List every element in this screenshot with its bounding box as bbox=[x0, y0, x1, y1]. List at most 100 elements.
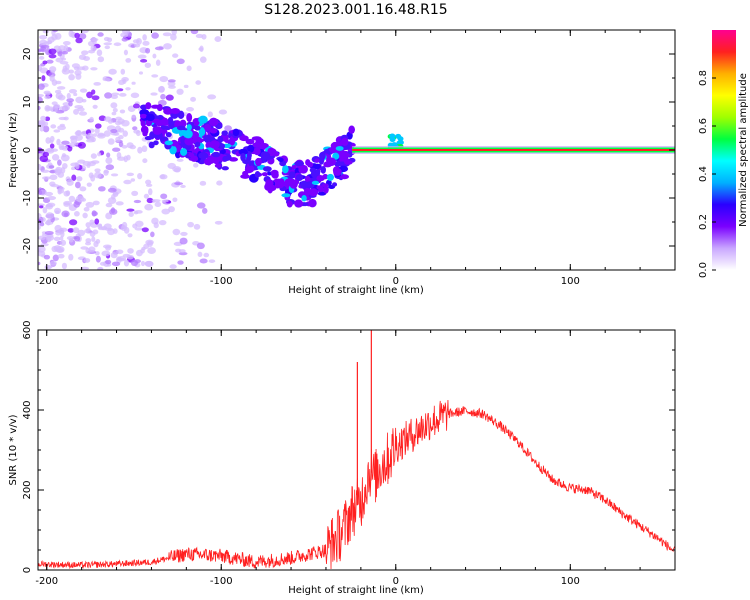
spectrogram-x-tick-label: -100 bbox=[210, 276, 233, 287]
speckle-mark bbox=[90, 160, 100, 164]
trail-mark bbox=[318, 156, 325, 165]
trail-mark bbox=[272, 151, 280, 157]
trail-mark bbox=[180, 135, 186, 145]
speckle-mark bbox=[112, 228, 118, 234]
speckle-mark bbox=[161, 199, 169, 203]
speckle-mark bbox=[201, 207, 208, 214]
speckle-mark bbox=[59, 145, 69, 150]
trail-mark bbox=[140, 113, 147, 119]
speckle-mark bbox=[55, 230, 62, 236]
speckle-mark bbox=[169, 264, 177, 269]
trail-mark bbox=[335, 146, 344, 151]
speckle-mark bbox=[91, 136, 96, 143]
spike-mark bbox=[389, 137, 396, 143]
speckle-mark bbox=[118, 141, 124, 148]
trail-mark bbox=[255, 157, 262, 167]
trail-mark bbox=[209, 140, 220, 149]
speckle-mark bbox=[44, 116, 51, 122]
speckle-mark bbox=[53, 245, 62, 252]
speckle-mark bbox=[160, 193, 168, 200]
colorbar-tick-label: 0.2 bbox=[698, 214, 709, 230]
speckle-mark bbox=[105, 202, 113, 208]
speckle-mark bbox=[41, 75, 46, 82]
trail-mark bbox=[284, 178, 295, 184]
speckle-mark bbox=[186, 107, 195, 112]
speckle-mark bbox=[135, 130, 141, 137]
trail-mark bbox=[314, 158, 320, 163]
colorbar-tick-label: 0.4 bbox=[698, 166, 709, 182]
trail-mark bbox=[198, 127, 206, 137]
speckle-mark bbox=[207, 111, 213, 118]
trail-mark bbox=[186, 124, 192, 131]
trail-mark bbox=[308, 188, 319, 197]
speckle-mark bbox=[178, 249, 186, 253]
speckle-mark bbox=[127, 233, 133, 238]
speckle-mark bbox=[63, 116, 69, 121]
speckle-mark bbox=[68, 69, 74, 74]
trail-mark bbox=[246, 151, 252, 160]
trail-mark bbox=[326, 157, 336, 166]
trail-mark bbox=[278, 178, 285, 184]
speckle-mark bbox=[137, 172, 143, 180]
trail-mark bbox=[146, 113, 155, 122]
trail-mark bbox=[247, 144, 255, 153]
colorbar-ticks: 0.0 0.2 0.4 0.6 0.8 bbox=[698, 70, 716, 278]
speckle-mark bbox=[47, 195, 57, 201]
speckle-mark bbox=[59, 123, 66, 127]
speckle-mark bbox=[71, 174, 77, 181]
trail-mark bbox=[337, 161, 347, 167]
speckle-mark bbox=[105, 157, 113, 165]
speckle-mark bbox=[58, 187, 65, 191]
trail-mark bbox=[163, 107, 173, 115]
speckle-mark bbox=[49, 143, 55, 149]
speckle-mark bbox=[123, 179, 132, 185]
speckle-mark bbox=[107, 119, 113, 124]
speckle-mark bbox=[163, 43, 172, 50]
speckle-mark bbox=[95, 239, 101, 244]
speckle-mark bbox=[54, 105, 59, 113]
speckle-mark bbox=[196, 202, 206, 209]
speckle-mark bbox=[44, 191, 54, 197]
speckle-mark bbox=[96, 133, 106, 139]
speckle-mark bbox=[131, 190, 139, 196]
speckle-mark bbox=[57, 171, 65, 178]
speckle-mark bbox=[49, 170, 57, 174]
speckle-mark bbox=[167, 79, 176, 83]
speckle-mark bbox=[140, 58, 148, 63]
speckle-mark bbox=[140, 248, 145, 254]
speckle-mark bbox=[120, 32, 129, 38]
trail-mark bbox=[170, 107, 181, 114]
speckle-mark bbox=[38, 83, 45, 90]
speckle-mark bbox=[134, 209, 143, 214]
speckle-mark bbox=[46, 59, 54, 64]
speckle-mark bbox=[199, 258, 208, 264]
speckle-mark bbox=[40, 44, 50, 49]
speckle-mark bbox=[75, 96, 84, 104]
speckle-mark bbox=[38, 55, 45, 60]
speckle-mark bbox=[73, 108, 80, 115]
trail-mark bbox=[140, 125, 149, 134]
speckle-mark bbox=[69, 142, 76, 148]
speckle-mark bbox=[134, 220, 144, 228]
speckle-mark bbox=[177, 260, 184, 265]
speckle-mark bbox=[218, 109, 228, 115]
trail-mark bbox=[341, 137, 349, 146]
speckle-mark bbox=[157, 86, 165, 93]
speckle-mark bbox=[103, 36, 110, 42]
speckle-mark bbox=[121, 144, 128, 149]
speckle-mark bbox=[67, 228, 75, 233]
trail-mark bbox=[180, 148, 188, 156]
speckle-mark bbox=[53, 236, 61, 242]
speckle-mark bbox=[38, 205, 44, 209]
speckle-mark bbox=[52, 254, 59, 262]
speckle-mark bbox=[55, 92, 63, 100]
trail-mark bbox=[222, 155, 229, 162]
speckle-mark bbox=[110, 252, 118, 259]
spectrogram-y-label: Frequency (Hz) bbox=[8, 112, 19, 188]
speckle-mark bbox=[113, 132, 120, 136]
spectrogram-y-tick-label: 0 bbox=[22, 147, 33, 153]
speckle-mark bbox=[147, 240, 153, 248]
speckle-mark bbox=[39, 34, 48, 40]
speckle-mark bbox=[89, 231, 96, 237]
spike-mark bbox=[397, 136, 404, 142]
